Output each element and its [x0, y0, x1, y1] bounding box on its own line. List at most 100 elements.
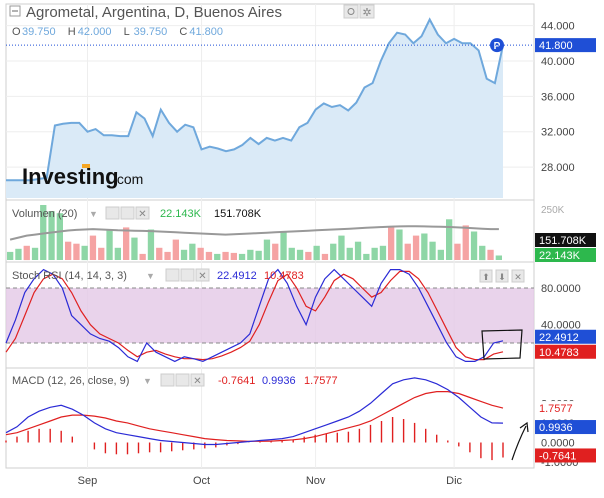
volume-series — [7, 205, 502, 261]
macd-macd-value: 0.9936 — [262, 375, 296, 387]
macd-signal-line — [5, 391, 504, 442]
arrow-down-glyph: ⬇ — [498, 272, 506, 282]
investing-watermark: Investing .com — [22, 164, 143, 189]
chart-title: Agrometal, Argentina, D, Buenos Aires — [26, 4, 282, 21]
ohlc-label: O — [12, 26, 21, 38]
eye-icon[interactable] — [160, 373, 175, 387]
rsi-legend: Stoch RSI (14, 14, 3, 3) ▼ ✕ 22.4912 10.… — [12, 268, 525, 283]
volume-badge-bottom-bg — [535, 248, 596, 262]
volume-bar — [462, 225, 469, 260]
arrow-up-icon[interactable] — [479, 269, 493, 283]
volume-tick-label: 250K — [541, 205, 565, 216]
close-icon[interactable] — [190, 373, 205, 387]
ohlc-value: 39.750 — [134, 26, 168, 38]
watermark-brand: Investing — [22, 164, 119, 189]
volume-bar — [172, 239, 179, 260]
volume-bar — [346, 247, 353, 260]
volume-bar — [48, 211, 55, 260]
eye-icon[interactable] — [165, 268, 180, 282]
watermark-suffix: .com — [113, 171, 143, 187]
rsi-d-badge-bg — [535, 344, 596, 359]
volume-ma-line — [9, 225, 499, 241]
rsi-k-value: 22.4912 — [217, 270, 257, 282]
volume-bar — [214, 253, 221, 260]
volume-bar — [272, 243, 279, 260]
volume-bar — [388, 227, 395, 260]
header-settings-button[interactable]: ✲ — [359, 4, 375, 19]
close-icon[interactable] — [135, 206, 150, 220]
macd-line — [5, 377, 504, 446]
macd-macd-badge: 0.9936 — [539, 422, 573, 434]
volume-bar — [437, 249, 444, 260]
volume-bar — [313, 245, 320, 261]
macd-hist-badge: -0.7641 — [539, 450, 576, 462]
gear-icon[interactable] — [175, 373, 190, 387]
gear-icon[interactable] — [120, 206, 135, 220]
macd-signal-value: 1.7577 — [304, 375, 338, 387]
price-last-badge-bg — [535, 38, 596, 53]
volume-bar — [205, 251, 213, 260]
volume-legend: Volumen (20) ▼ ✕ 22.143K 151.708K — [12, 206, 262, 220]
volume-bar — [31, 247, 39, 260]
gear-icon[interactable] — [180, 268, 195, 282]
volume-bar — [404, 243, 411, 260]
volume-badge-bottom: 22.143K — [539, 250, 581, 262]
ohlc-value: 42.000 — [78, 26, 112, 38]
volume-value-2: 151.708K — [214, 208, 262, 220]
price-header: Agrometal, Argentina, D, Buenos Aires ✲ … — [9, 4, 375, 38]
volume-bar — [479, 245, 486, 261]
macd-macd-badge-bg — [535, 420, 596, 435]
price-line — [6, 17, 504, 182]
macd-legend: MACD (12, 26, close, 9) ▼ ✕ -0.7641 0.99… — [12, 373, 338, 387]
price-tick-label: 40.000 — [541, 56, 575, 68]
x-axis: Sep Oct Nov Dic — [78, 475, 463, 487]
volume-bar — [338, 235, 345, 260]
arrow-down-icon[interactable] — [495, 269, 509, 283]
volume-bar — [139, 253, 146, 260]
close-glyph: ✕ — [514, 272, 522, 282]
rsi-d-value: 10.4783 — [264, 270, 304, 282]
price-last-badge: 41.800 — [539, 40, 573, 52]
macd-hist-badge-bg — [535, 448, 596, 463]
volume-bar — [65, 241, 72, 260]
x-tick-label: Sep — [78, 475, 98, 487]
rsi-tick-label: 80.0000 — [541, 283, 581, 295]
chevron-down-icon[interactable]: ▼ — [89, 209, 98, 219]
header-eye-button[interactable] — [343, 4, 359, 19]
volume-bar — [470, 231, 478, 260]
volume-indicator-label: Volumen (20) — [12, 208, 77, 220]
chevron-down-icon[interactable]: ▼ — [146, 271, 155, 281]
volume-bar — [230, 252, 237, 260]
volume-bar — [197, 247, 204, 260]
volume-bar — [305, 251, 312, 260]
volume-bar — [189, 243, 196, 260]
volume-bar — [487, 249, 494, 260]
macd-indicator-label: MACD (12, 26, close, 9) — [12, 375, 129, 387]
volume-bar — [354, 241, 362, 260]
chevron-down-icon[interactable]: ▼ — [143, 376, 152, 386]
volume-bar — [263, 239, 271, 260]
close-icon[interactable] — [195, 268, 210, 282]
macd-pane-frame — [5, 367, 535, 469]
volume-bar — [81, 245, 88, 261]
volume-value-1: 22.143K — [160, 208, 202, 220]
watermark-accent — [82, 164, 90, 168]
volume-bar — [371, 247, 378, 260]
volume-bar — [73, 243, 80, 260]
close-icon[interactable] — [511, 269, 525, 283]
rsi-d-line — [5, 270, 504, 361]
volume-bar — [131, 237, 138, 260]
value-badges: 41.800 151.708K 22.143K 22.4912 10.4783 1.757… — [535, 38, 596, 463]
x-tick-label: Nov — [306, 475, 326, 487]
ohlc-value: 39.750 — [22, 26, 56, 38]
volume-badge-top-bg — [535, 233, 596, 247]
volume-bar — [123, 227, 130, 260]
stoch-rsi-series — [5, 268, 504, 363]
price-tick-label: 36.000 — [541, 91, 575, 103]
eye-icon — [347, 8, 355, 15]
eye-icon[interactable] — [105, 206, 120, 220]
price-series: P — [6, 17, 504, 198]
volume-bar — [56, 213, 63, 260]
